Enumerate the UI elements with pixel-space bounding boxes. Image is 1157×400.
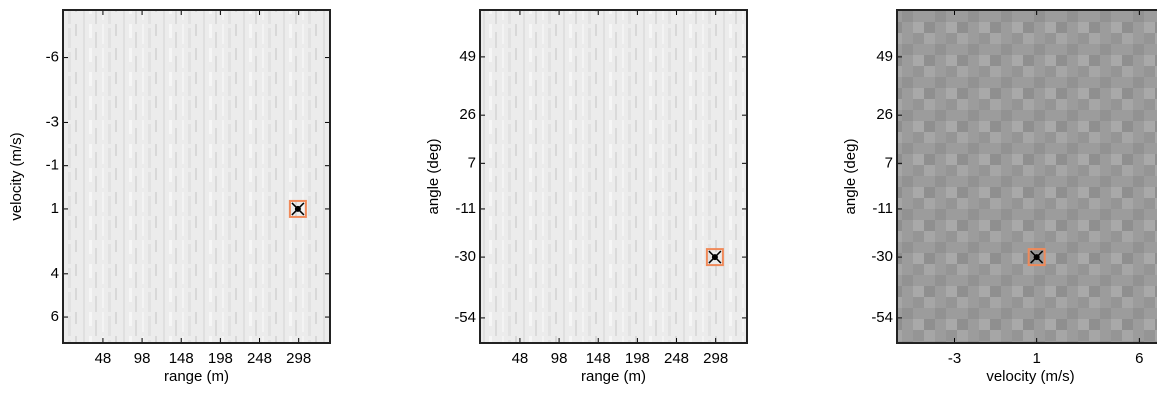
marker-part [705, 248, 724, 267]
marker-part [294, 205, 301, 212]
x-tick-label: 248 [247, 350, 272, 367]
x-axis-label: range (m) [164, 368, 229, 385]
y-tick-label: 6 [51, 308, 59, 325]
x-tick-label: 48 [95, 350, 112, 367]
y-tick-label: 7 [885, 154, 893, 171]
y-axis-label: angle (deg) [842, 139, 859, 215]
y-axis-label: velocity (m/s) [8, 132, 25, 220]
y-tick-label: -3 [46, 113, 59, 130]
heatmap-image [897, 10, 1157, 343]
x-tick-label: 198 [208, 350, 233, 367]
detection-marker [288, 199, 307, 218]
marker-part [1033, 254, 1040, 261]
y-tick-label: -54 [871, 309, 893, 326]
y-tick-label: 1 [51, 200, 59, 217]
plot-frame [896, 9, 1157, 344]
y-tick-label: -30 [454, 248, 476, 265]
x-tick-label: 98 [551, 350, 568, 367]
marker-part [288, 199, 307, 218]
x-tick-label: 48 [512, 350, 529, 367]
marker-part [711, 254, 718, 261]
x-axis-label: range (m) [581, 368, 646, 385]
x-tick-label: 198 [625, 350, 650, 367]
y-tick-label: -1 [46, 157, 59, 174]
plot-frame [479, 9, 748, 344]
x-axis-label: velocity (m/s) [986, 368, 1074, 385]
heatmap-image [480, 10, 747, 343]
y-tick-label: 49 [459, 48, 476, 65]
y-tick-label: 26 [876, 106, 893, 123]
x-tick-label: 148 [586, 350, 611, 367]
y-tick-label: -11 [872, 200, 893, 217]
y-tick-label: 49 [876, 48, 893, 65]
detection-marker [705, 248, 724, 267]
x-tick-label: -3 [948, 350, 961, 367]
y-tick-label: -6 [46, 49, 59, 66]
y-tick-label: -30 [871, 248, 893, 265]
y-tick-label: -11 [455, 200, 476, 217]
y-tick-label: 4 [51, 265, 59, 282]
x-tick-label: 298 [286, 350, 311, 367]
detection-marker [1027, 248, 1046, 267]
x-tick-label: 98 [134, 350, 151, 367]
x-tick-label: 248 [664, 350, 689, 367]
y-tick-label: -54 [454, 309, 476, 326]
x-tick-label: 298 [703, 350, 728, 367]
heatmap-image [63, 10, 330, 343]
y-tick-label: 26 [459, 106, 476, 123]
x-tick-label: 1 [1032, 350, 1040, 367]
y-axis-label: angle (deg) [425, 139, 442, 215]
y-tick-label: 7 [468, 154, 476, 171]
x-tick-label: 6 [1135, 350, 1143, 367]
marker-part [1027, 248, 1046, 267]
x-tick-label: 148 [169, 350, 194, 367]
plot-frame [62, 9, 331, 344]
